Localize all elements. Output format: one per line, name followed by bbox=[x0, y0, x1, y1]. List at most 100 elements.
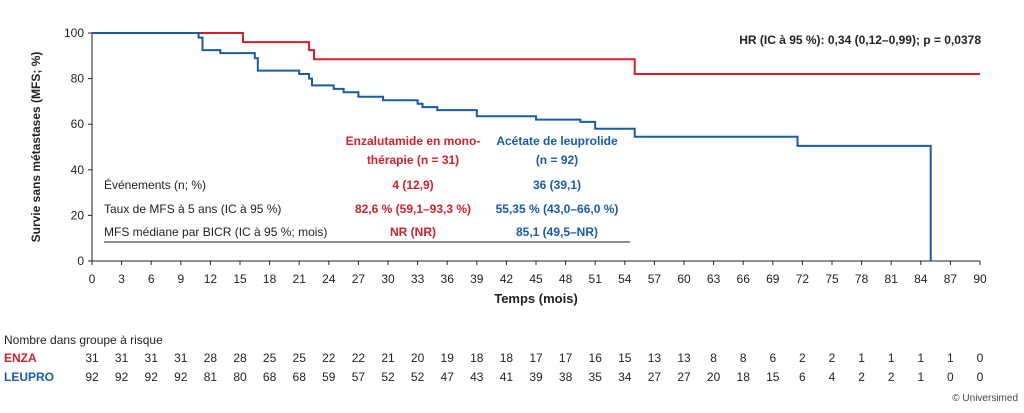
risk-count-enza: 8 bbox=[710, 351, 717, 365]
risk-count-leupro: 80 bbox=[233, 370, 247, 384]
risk-count-enza: 17 bbox=[529, 351, 543, 365]
risk-count-leupro: 43 bbox=[470, 370, 484, 384]
table-cell-enza: NR (NR) bbox=[390, 225, 436, 239]
series-line-leupro bbox=[92, 32, 932, 261]
risk-count-enza: 6 bbox=[769, 351, 776, 365]
x-tick-label: 9 bbox=[177, 272, 184, 286]
risk-count-enza: 1 bbox=[888, 351, 895, 365]
risk-count-enza: 16 bbox=[589, 351, 603, 365]
table-col-leupro-line2: (n = 92) bbox=[536, 153, 578, 167]
x-tick-label: 90 bbox=[973, 272, 987, 286]
y-tick-label: 20 bbox=[71, 208, 85, 222]
risk-count-leupro: 47 bbox=[441, 370, 455, 384]
x-tick-label: 87 bbox=[944, 272, 958, 286]
x-tick-label: 60 bbox=[677, 272, 691, 286]
risk-label-enza: ENZA bbox=[4, 351, 37, 365]
x-tick-label: 24 bbox=[322, 272, 336, 286]
risk-count-enza: 2 bbox=[829, 351, 836, 365]
risk-count-enza: 20 bbox=[411, 351, 425, 365]
x-tick-label: 45 bbox=[529, 272, 543, 286]
risk-count-enza: 28 bbox=[233, 351, 247, 365]
x-tick-label: 6 bbox=[148, 272, 155, 286]
x-tick-label: 66 bbox=[737, 272, 751, 286]
x-tick-label: 69 bbox=[766, 272, 780, 286]
risk-count-leupro: 1 bbox=[917, 370, 924, 384]
risk-count-leupro: 39 bbox=[529, 370, 543, 384]
copyright-text: © Universimed bbox=[952, 393, 1018, 404]
x-tick-label: 72 bbox=[796, 272, 810, 286]
table-row-label: Événements (n; %) bbox=[104, 177, 206, 192]
table-cell-enza: 4 (12,9) bbox=[392, 178, 433, 192]
risk-count-leupro: 38 bbox=[559, 370, 573, 384]
table-cell-leupro: 36 (39,1) bbox=[533, 178, 581, 192]
risk-count-enza: 21 bbox=[381, 351, 395, 365]
risk-count-enza: 22 bbox=[352, 351, 366, 365]
risk-count-leupro: 34 bbox=[618, 370, 632, 384]
risk-count-leupro: 92 bbox=[85, 370, 99, 384]
x-tick-label: 33 bbox=[411, 272, 425, 286]
risk-count-leupro: 6 bbox=[799, 370, 806, 384]
risk-label-leupro: LEUPRO bbox=[4, 370, 54, 384]
table-col-leupro-line1: Acétate de leuprolide bbox=[496, 134, 618, 148]
risk-count-leupro: 35 bbox=[589, 370, 603, 384]
risk-count-enza: 0 bbox=[977, 351, 984, 365]
x-tick-label: 0 bbox=[89, 272, 96, 286]
y-axis-title: Survie sans métastases (MFS; %) bbox=[29, 52, 43, 243]
risk-count-enza: 18 bbox=[470, 351, 484, 365]
risk-count-enza: 31 bbox=[145, 351, 159, 365]
series-line-enza bbox=[92, 32, 980, 75]
table-row-label: MFS médiane par BICR (IC à 95 %; mois) bbox=[104, 225, 327, 239]
x-tick-label: 15 bbox=[233, 272, 247, 286]
risk-count-enza: 19 bbox=[441, 351, 455, 365]
risk-count-leupro: 2 bbox=[858, 370, 865, 384]
risk-count-enza: 13 bbox=[677, 351, 691, 365]
y-tick-label: 60 bbox=[71, 117, 85, 131]
risk-count-enza: 22 bbox=[322, 351, 336, 365]
x-tick-label: 42 bbox=[500, 272, 514, 286]
risk-count-leupro: 68 bbox=[263, 370, 277, 384]
risk-count-leupro: 27 bbox=[648, 370, 662, 384]
risk-table-title: Nombre dans groupe à risque bbox=[4, 333, 163, 347]
x-tick-label: 36 bbox=[441, 272, 455, 286]
risk-count-leupro: 0 bbox=[947, 370, 954, 384]
x-tick-label: 21 bbox=[293, 272, 307, 286]
table-col-enza-line2: thérapie (n = 31) bbox=[367, 153, 459, 167]
risk-count-enza: 1 bbox=[858, 351, 865, 365]
x-tick-label: 27 bbox=[352, 272, 366, 286]
x-tick-label: 78 bbox=[855, 272, 869, 286]
risk-count-enza: 18 bbox=[500, 351, 514, 365]
table-row-label: Taux de MFS à 5 ans (IC à 95 %) bbox=[104, 202, 281, 216]
risk-count-enza: 15 bbox=[618, 351, 632, 365]
risk-count-enza: 31 bbox=[174, 351, 188, 365]
risk-count-enza: 1 bbox=[917, 351, 924, 365]
table-col-enza-line1: Enzalutamide en mono- bbox=[346, 134, 481, 148]
risk-count-enza: 25 bbox=[293, 351, 307, 365]
x-tick-label: 84 bbox=[914, 272, 928, 286]
risk-count-leupro: 2 bbox=[888, 370, 895, 384]
risk-count-enza: 28 bbox=[204, 351, 218, 365]
table-cell-leupro: 85,1 (49,5–NR) bbox=[516, 225, 598, 239]
x-tick-label: 39 bbox=[470, 272, 484, 286]
x-tick-label: 3 bbox=[118, 272, 125, 286]
risk-count-leupro: 92 bbox=[115, 370, 129, 384]
y-tick-label: 0 bbox=[77, 254, 84, 268]
x-tick-label: 48 bbox=[559, 272, 573, 286]
risk-count-enza: 31 bbox=[115, 351, 129, 365]
risk-count-leupro: 92 bbox=[145, 370, 159, 384]
risk-count-leupro: 15 bbox=[766, 370, 780, 384]
risk-count-leupro: 27 bbox=[677, 370, 691, 384]
risk-count-enza: 17 bbox=[559, 351, 573, 365]
y-tick-label: 80 bbox=[71, 72, 85, 86]
x-tick-label: 18 bbox=[263, 272, 277, 286]
risk-count-leupro: 0 bbox=[977, 370, 984, 384]
x-tick-label: 63 bbox=[707, 272, 721, 286]
x-axis-title: Temps (mois) bbox=[494, 291, 578, 306]
risk-count-leupro: 92 bbox=[174, 370, 188, 384]
risk-count-leupro: 52 bbox=[381, 370, 395, 384]
risk-count-enza: 2 bbox=[799, 351, 806, 365]
risk-count-leupro: 18 bbox=[737, 370, 751, 384]
risk-count-leupro: 52 bbox=[411, 370, 425, 384]
risk-count-leupro: 81 bbox=[204, 370, 218, 384]
